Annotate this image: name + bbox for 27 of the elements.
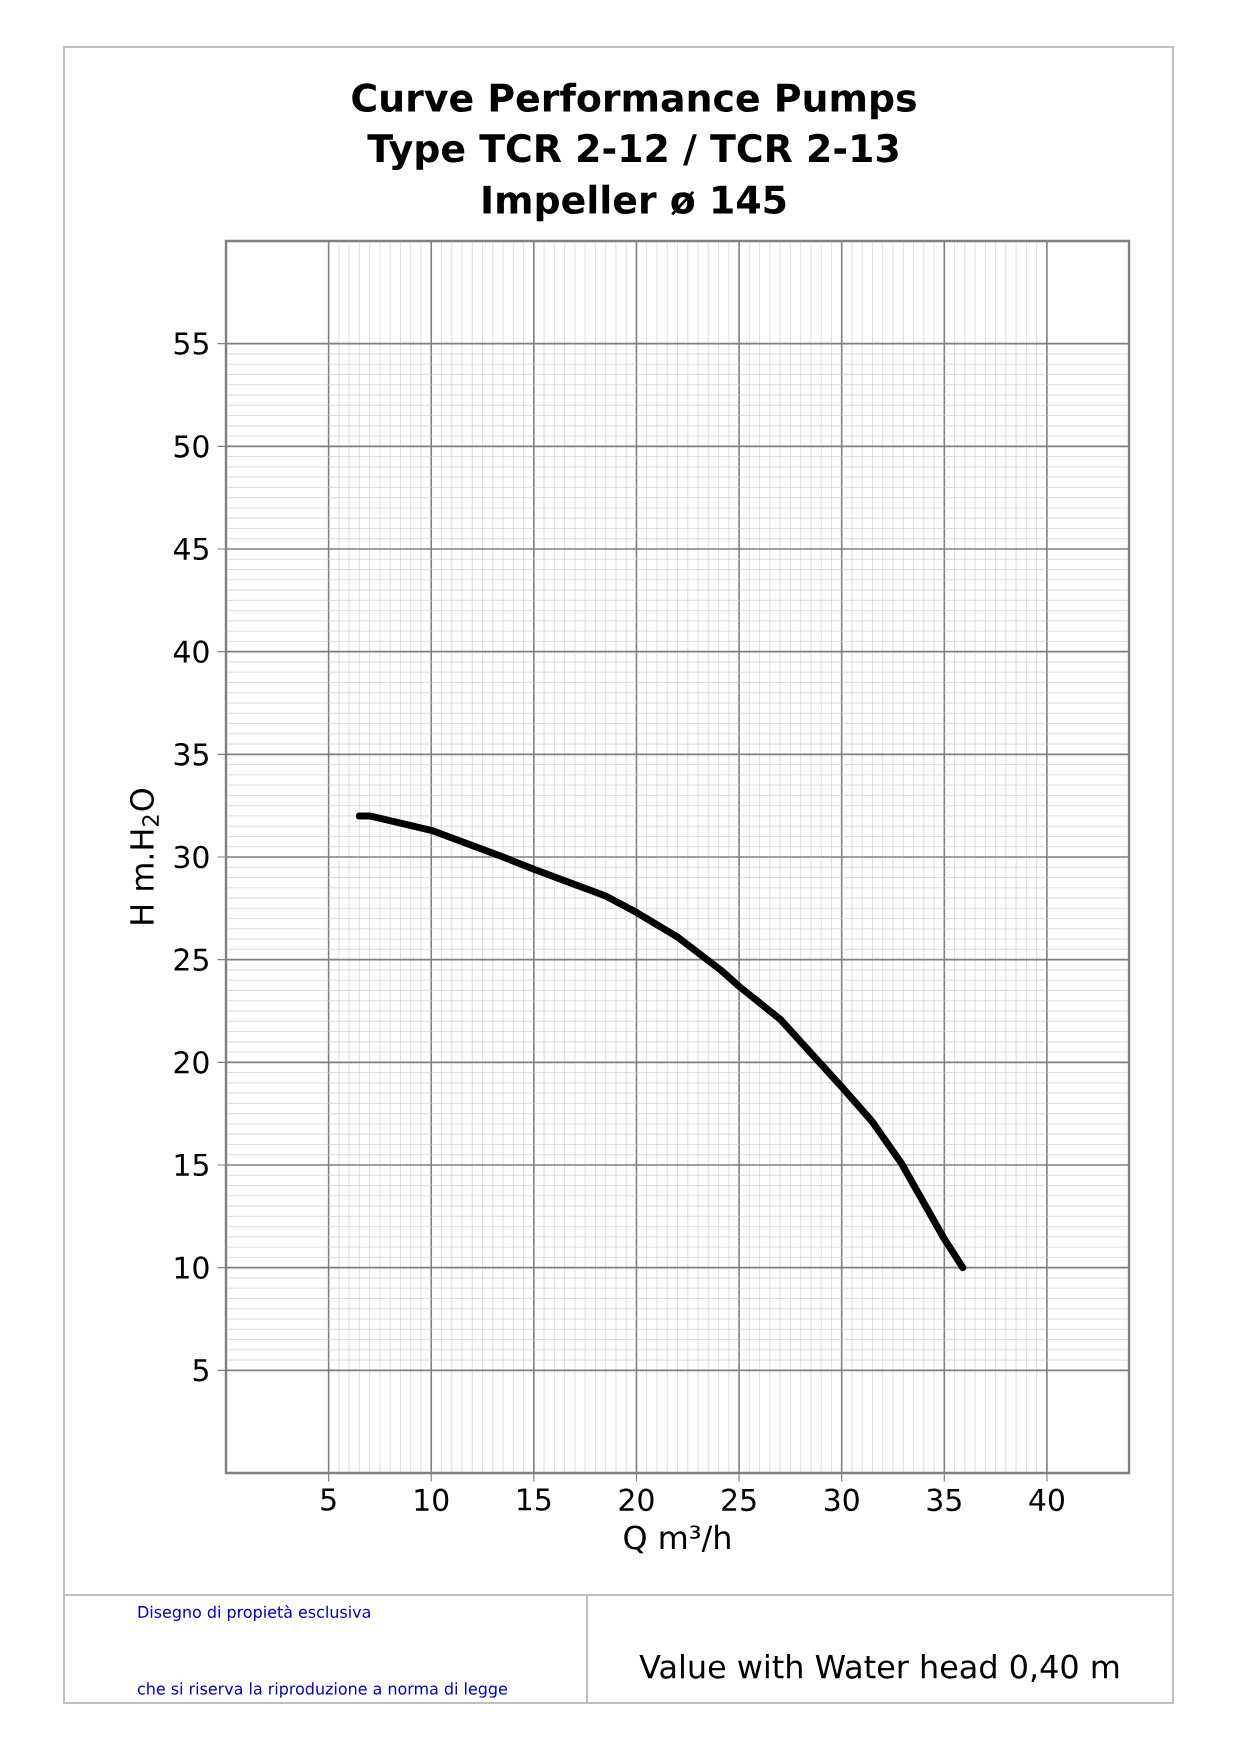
- chart-subtitle: Type TCR 2-12 / TCR 2-13: [367, 133, 898, 171]
- y-tick-label: 20: [174, 1051, 209, 1074]
- x-tick-label: 10: [415, 1488, 449, 1512]
- y-axis-title: H m.H$_{2}$O: [129, 789, 159, 924]
- text: Disegno di propietà esclusiva: [138, 1604, 370, 1622]
- x-tick-label: 15: [518, 1488, 551, 1511]
- x-tick-label: 25: [722, 1488, 756, 1512]
- y-tick-label: 40: [173, 640, 209, 663]
- x-tick-label: 20: [619, 1488, 654, 1512]
- y-tick-label: 50: [174, 435, 209, 458]
- text: Value with Water head 0,40 m: [639, 1654, 1119, 1682]
- y-tick-label: 55: [174, 332, 208, 355]
- x-tick-label: 5: [321, 1488, 336, 1511]
- x-axis-title: Q m³/h: [624, 1524, 730, 1554]
- text: Impeller ø 145: [483, 184, 786, 222]
- text: che si riserva la riproduzione a norma di legge: [137, 1682, 507, 1698]
- y-tick-label: 25: [174, 948, 208, 971]
- x-tick-label: 35: [927, 1488, 961, 1512]
- x-tick-label: 40: [1029, 1488, 1064, 1512]
- y-tick-label: 15: [175, 1153, 208, 1177]
- chart-title: Curve Performance Pumps: [352, 82, 916, 120]
- y-tick-label: 35: [174, 743, 208, 766]
- y-tick-label: 5: [193, 1359, 208, 1382]
- x-tick-label: 30: [824, 1488, 859, 1512]
- y-tick-label: 30: [174, 845, 209, 869]
- y-tick-label: 45: [173, 537, 208, 561]
- y-tick-label: 10: [175, 1256, 209, 1279]
